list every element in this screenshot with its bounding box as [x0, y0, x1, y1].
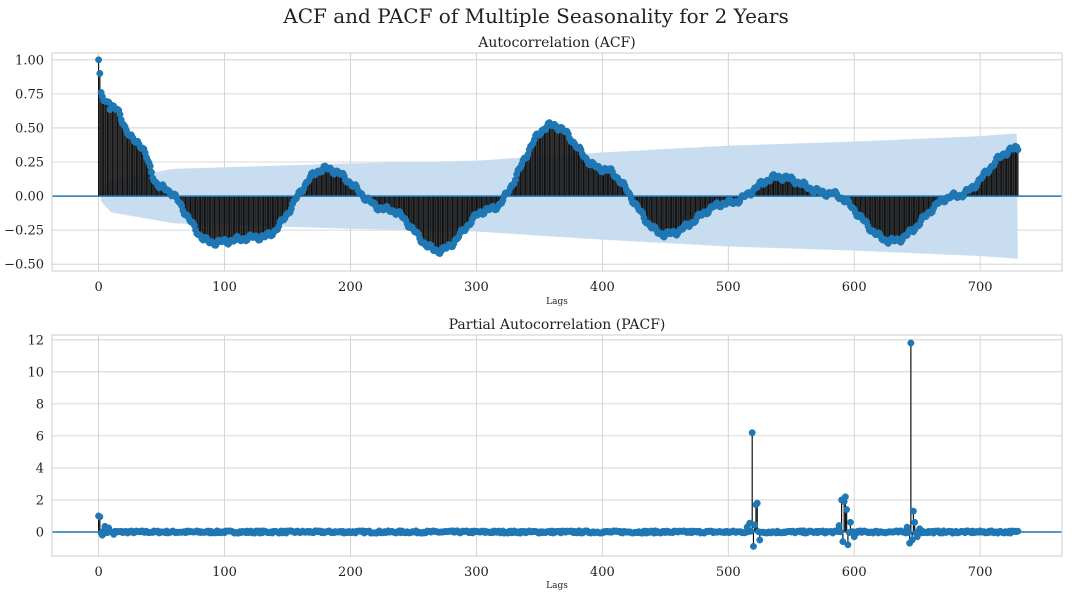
data-point	[909, 507, 917, 515]
x-tick-label: 700	[968, 280, 993, 295]
y-tick-label: 0.00	[15, 190, 44, 205]
data-point	[751, 521, 759, 529]
data-point	[146, 162, 154, 170]
x-tick-label: 600	[842, 280, 867, 295]
data-point	[756, 536, 764, 544]
y-tick-label: 0.25	[15, 156, 44, 171]
data-point	[753, 499, 761, 507]
x-tick-label: 300	[464, 565, 489, 580]
x-axis-label: Lags	[546, 581, 568, 591]
data-point	[1014, 146, 1022, 154]
y-tick-label: 12	[27, 333, 44, 348]
data-point	[846, 518, 854, 526]
data-point	[96, 513, 104, 521]
data-point	[844, 541, 852, 549]
subplot-title: Autocorrelation (ACF)	[477, 35, 635, 51]
y-tick-label: 0.50	[15, 121, 44, 136]
y-tick-label: 4	[36, 461, 44, 476]
y-tick-label: 0.75	[15, 87, 44, 102]
y-tick-label: 2	[36, 493, 44, 508]
x-tick-label: 0	[94, 565, 102, 580]
x-tick-label: 300	[464, 280, 489, 295]
y-tick-label: 10	[27, 365, 44, 380]
pacf-panel: 0 100 200 300 400 500 600 700 0 2 4 6 8 10 12 Partial A…	[27, 317, 1063, 591]
y-tick-label: 8	[36, 397, 44, 412]
y-tick-label: −0.50	[4, 258, 44, 273]
data-point	[839, 538, 847, 546]
subplot-title: Partial Autocorrelation (PACF)	[449, 317, 666, 333]
data-point	[747, 527, 755, 535]
data-point	[96, 69, 104, 77]
y-tick-label: −0.25	[4, 224, 44, 239]
x-axis-label: Lags	[546, 297, 568, 307]
data-point	[1014, 527, 1022, 535]
data-point	[835, 522, 843, 530]
x-tick-label: 0	[94, 280, 102, 295]
y-tick-label: 6	[36, 429, 44, 444]
data-point	[748, 429, 756, 437]
data-point	[841, 493, 849, 501]
data-point	[907, 339, 915, 347]
x-tick-label: 600	[842, 565, 867, 580]
x-tick-label: 400	[590, 565, 615, 580]
data-point	[148, 168, 155, 176]
x-tick-label: 500	[716, 280, 741, 295]
acf-panel: 0 100 200 300 400 500 600 700 −0.50 −0.25 0.00 0.25…	[4, 35, 1063, 307]
data-point	[836, 528, 844, 536]
data-point	[750, 542, 757, 550]
axes-frame	[51, 334, 1063, 557]
figure-title: ACF and PACF of Multiple Seasonality for…	[283, 4, 789, 28]
data-point	[908, 536, 916, 544]
axes-frame	[51, 52, 1063, 272]
x-tick-label: 500	[716, 565, 741, 580]
x-tick-label: 200	[338, 280, 363, 295]
data-point	[911, 518, 919, 526]
data-point	[904, 529, 912, 536]
y-tick-label: 1.00	[15, 53, 44, 68]
x-tick-label: 200	[338, 565, 363, 580]
y-tick-label: 0	[36, 525, 44, 540]
x-tick-label: 100	[212, 280, 237, 295]
x-tick-label: 400	[590, 280, 615, 295]
data-point	[843, 506, 851, 514]
x-tick-label: 700	[968, 565, 993, 580]
x-tick-label: 100	[212, 565, 237, 580]
data-point	[95, 56, 103, 64]
